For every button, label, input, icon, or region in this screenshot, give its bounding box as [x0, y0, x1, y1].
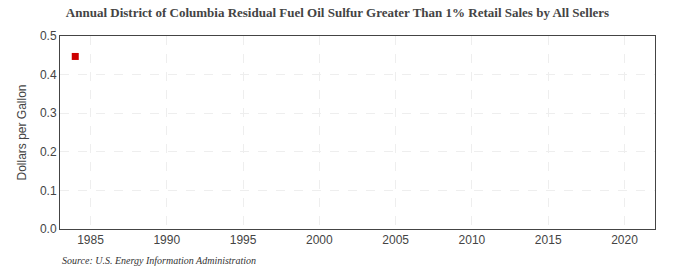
svg-text:Dollars per Gallon: Dollars per Gallon [15, 84, 29, 180]
svg-text:1995: 1995 [230, 233, 257, 247]
svg-text:0.5: 0.5 [40, 29, 57, 43]
svg-text:1990: 1990 [153, 233, 180, 247]
svg-text:2015: 2015 [535, 233, 562, 247]
svg-text:2010: 2010 [459, 233, 486, 247]
svg-text:0.1: 0.1 [40, 184, 57, 198]
svg-text:1985: 1985 [77, 233, 104, 247]
svg-text:0.2: 0.2 [40, 145, 57, 159]
svg-text:0.0: 0.0 [40, 222, 57, 236]
svg-text:2005: 2005 [382, 233, 409, 247]
svg-text:2020: 2020 [611, 233, 638, 247]
svg-text:0.3: 0.3 [40, 106, 57, 120]
svg-text:Source: U.S. Energy Informatio: Source: U.S. Energy Information Administ… [62, 255, 256, 266]
svg-text:2000: 2000 [306, 233, 333, 247]
svg-text:Annual District of Columbia Re: Annual District of Columbia Residual Fue… [66, 5, 609, 20]
svg-text:0.4: 0.4 [40, 68, 57, 82]
